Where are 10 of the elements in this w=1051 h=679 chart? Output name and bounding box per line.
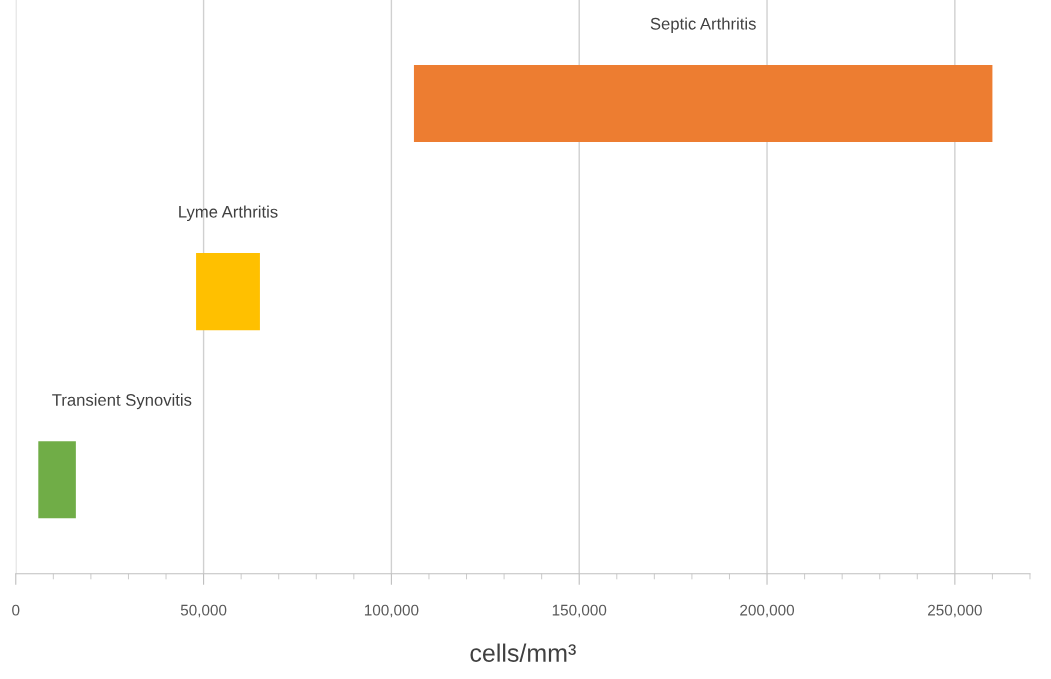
x-tick-label: 0 [12,604,20,616]
x-axis-title: cells/mm³ [470,643,576,662]
y-tick-label: Septic Arthritis [650,17,756,33]
y-tick-label: Lyme Arthritis [179,205,278,222]
x-tick-label: 50,000 [180,604,227,618]
x-tick-label: 100,000 [364,604,419,618]
y-tick-label: Transient Synovitis [52,393,192,410]
x-tick-label: 250,000 [928,604,982,618]
x-tick-label: 150,000 [552,604,607,618]
x-tick-label: 200,000 [740,604,795,618]
